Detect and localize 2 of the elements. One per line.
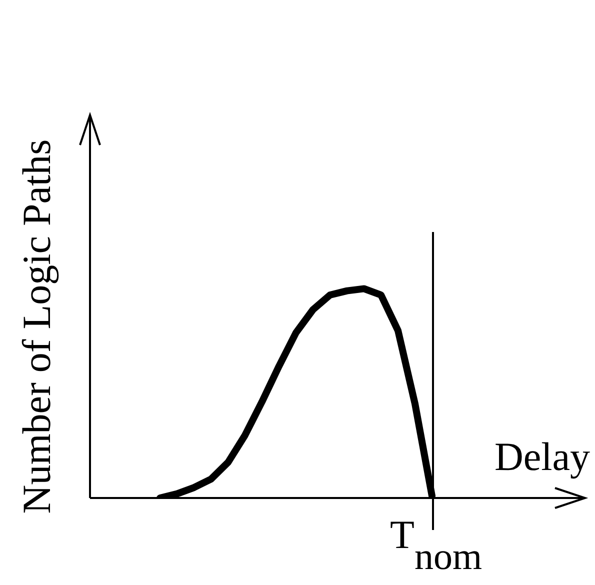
x-axis-title: Delay xyxy=(494,434,590,479)
y-axis-title: Number of Logic Paths xyxy=(14,139,59,514)
